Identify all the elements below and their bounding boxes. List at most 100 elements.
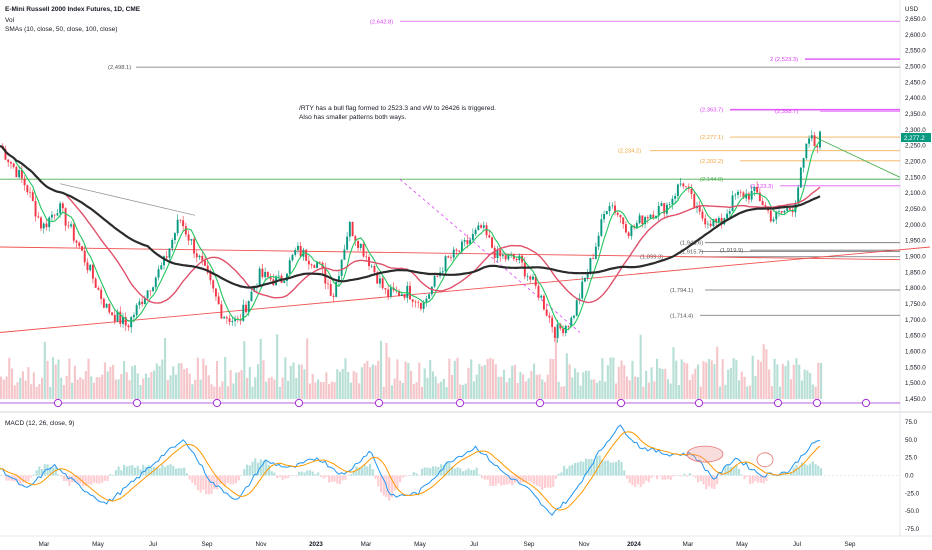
macd-histogram-bar xyxy=(557,473,560,476)
price-level-label: (2,358.7) xyxy=(775,109,798,115)
macd-histogram-bar xyxy=(672,475,675,477)
candle-body xyxy=(772,219,775,222)
candle-body xyxy=(518,255,521,261)
macd-histogram-bar xyxy=(166,465,169,476)
candle-body xyxy=(130,317,133,328)
price-tick-label: 2,650.0 xyxy=(905,16,926,23)
candle-body xyxy=(168,248,171,258)
candle-body xyxy=(146,290,149,299)
macd-histogram-bar xyxy=(590,458,593,476)
macd-histogram-bar xyxy=(434,466,437,476)
macd-histogram-bar xyxy=(554,475,557,480)
candle-body xyxy=(242,304,245,321)
volume-bar xyxy=(229,370,232,399)
candle-body xyxy=(728,211,731,214)
volume-bar xyxy=(60,377,63,399)
volume-bar xyxy=(338,371,342,399)
macd-histogram-bar xyxy=(464,470,467,476)
macd-histogram-bar xyxy=(740,474,743,476)
price-tick-label: 1,950.0 xyxy=(905,238,926,245)
volume-bar xyxy=(2,379,5,399)
candle-body xyxy=(575,300,578,316)
macd-histogram-bar xyxy=(729,467,732,476)
volume-bar xyxy=(795,358,798,399)
candle-body xyxy=(332,295,335,297)
candle-body xyxy=(553,327,556,338)
price-level-label: (1,899.3) xyxy=(640,255,663,261)
candle-body xyxy=(597,235,600,247)
price-level-label: (1,919.9) xyxy=(720,248,743,254)
candle-body xyxy=(594,246,597,259)
candle-body xyxy=(567,325,570,327)
macd-histogram-bar xyxy=(161,464,164,476)
volume-bar xyxy=(300,364,303,399)
candle-body xyxy=(299,245,302,257)
volume-bar xyxy=(440,381,443,399)
candle-body xyxy=(171,239,174,249)
macd-histogram-bar xyxy=(246,464,249,476)
macd-histogram-bar xyxy=(27,475,30,482)
macd-histogram-bar xyxy=(188,475,191,480)
volume-bar xyxy=(412,384,415,399)
macd-histogram-bar xyxy=(519,475,522,484)
volume-bar xyxy=(426,377,429,399)
candle-body xyxy=(127,325,130,328)
candle-body xyxy=(455,249,458,251)
candle-body xyxy=(685,186,688,187)
candle-body xyxy=(414,301,417,303)
candle-body xyxy=(775,211,778,220)
macd-histogram-bar xyxy=(759,475,762,483)
candle-body xyxy=(816,146,819,148)
macd-histogram-bar xyxy=(650,475,653,478)
candle-body xyxy=(247,301,250,313)
volume-bar xyxy=(106,371,109,399)
earnings-marker xyxy=(212,398,222,408)
macd-histogram-bar xyxy=(683,473,686,476)
macd-histogram-bar xyxy=(483,475,486,480)
macd-histogram-bar xyxy=(164,466,167,476)
macd-histogram-bar xyxy=(459,468,462,476)
macd-histogram-bar xyxy=(470,470,473,476)
volume-bar xyxy=(524,381,527,399)
volume-bar xyxy=(46,360,49,399)
macd-histogram-bar xyxy=(595,455,598,476)
macd-histogram-bar xyxy=(724,466,727,476)
annotation-line-1: /RTY has a bull flag formed to 2523.3 an… xyxy=(299,105,496,112)
macd-histogram-bar xyxy=(68,475,71,486)
macd-histogram-bar xyxy=(62,475,65,482)
macd-histogram-bar xyxy=(732,466,735,476)
volume-bar xyxy=(579,385,582,399)
volume-bar xyxy=(634,376,637,399)
macd-histogram-bar xyxy=(505,475,508,485)
price-level-label: (1,915.7) xyxy=(680,250,703,256)
candle-body xyxy=(548,315,551,318)
candle-body xyxy=(436,276,439,277)
candle-body xyxy=(152,287,155,292)
macd-histogram-bar xyxy=(746,475,749,477)
candle-body xyxy=(605,211,608,215)
volume-bar xyxy=(38,384,41,399)
volume-bar xyxy=(314,382,317,399)
candle-body xyxy=(534,276,537,286)
volume-bar xyxy=(49,386,52,399)
volume-bar xyxy=(461,384,465,399)
earnings-marker xyxy=(374,398,384,408)
volume-bar xyxy=(781,363,784,399)
candle-body xyxy=(132,315,135,318)
volume-bar xyxy=(363,363,366,399)
price-level-label: (1,794.1) xyxy=(670,288,693,294)
macd-histogram-bar xyxy=(374,475,377,479)
macd-histogram-bar xyxy=(705,475,708,490)
volume-bar xyxy=(505,382,508,399)
volume-bar xyxy=(360,367,363,399)
volume-bar xyxy=(133,365,137,399)
candle-body xyxy=(731,195,734,212)
horizontal-levels: (2,642.8) 2 (2,523.3) (2,498.1) (2,363.7) (2… xyxy=(108,19,900,319)
macd-histogram-bar xyxy=(169,464,172,476)
macd-histogram-bar xyxy=(508,475,511,484)
volume-bar xyxy=(311,373,314,399)
volume-bar xyxy=(688,380,691,399)
candle-body xyxy=(286,273,288,281)
candle-body xyxy=(627,232,630,237)
